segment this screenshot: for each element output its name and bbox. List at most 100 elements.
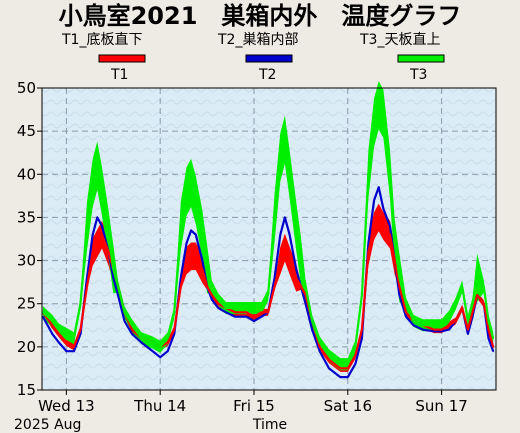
data-point-t1-14 <box>131 328 133 331</box>
x-axis-label: Time <box>252 417 287 433</box>
data-point-t1-54 <box>398 285 401 288</box>
data-point-t1-5 <box>79 328 82 331</box>
y-tick-label-30: 30 <box>17 252 36 270</box>
data-point-t2-30 <box>245 315 248 318</box>
data-point-t1-20 <box>180 285 182 288</box>
data-point-t3-5 <box>79 302 82 305</box>
data-point-t2-63 <box>467 333 469 335</box>
data-point-t1-42 <box>318 346 321 348</box>
data-point-t1-8 <box>96 242 99 245</box>
legend-swatch-t3 <box>397 54 445 63</box>
data-point-t3-24 <box>201 233 204 236</box>
x-tick-label-4: Sun 17 <box>415 397 467 415</box>
data-point-t3-9 <box>101 190 103 193</box>
data-point-t1-24 <box>201 268 204 271</box>
data-point-t1-68 <box>492 346 495 348</box>
data-point-t2-38 <box>295 268 298 271</box>
data-point-t1-2 <box>58 333 60 335</box>
data-point-t1-36 <box>284 246 286 249</box>
data-point-t2-15 <box>140 341 143 344</box>
data-point-t3-47 <box>361 294 363 296</box>
data-point-t1-67 <box>487 328 490 331</box>
chart-title: 小鳥室2021 巣箱内外 温度グラフ <box>59 2 462 30</box>
data-point-t2-36 <box>284 216 286 219</box>
data-point-t3-11 <box>112 268 115 271</box>
data-point-t2-9 <box>101 225 103 227</box>
data-point-t2-54 <box>398 294 401 296</box>
data-point-t1-55 <box>405 311 407 314</box>
data-point-t1-52 <box>389 233 391 236</box>
data-point-t2-13 <box>123 320 126 322</box>
data-point-t2-28 <box>225 311 227 314</box>
data-point-t1-19 <box>173 328 176 331</box>
y-tick-label-15: 15 <box>17 381 36 399</box>
data-point-t3-44 <box>339 363 342 365</box>
data-point-t2-49 <box>373 199 375 201</box>
data-point-t2-24 <box>201 259 204 262</box>
data-point-t2-44 <box>339 376 342 378</box>
data-point-t1-23 <box>195 255 197 258</box>
data-point-t1-45 <box>347 367 349 370</box>
data-point-t1-66 <box>483 302 485 305</box>
data-point-t3-45 <box>347 363 349 365</box>
data-point-t3-50 <box>377 104 380 107</box>
data-point-t3-26 <box>211 285 213 288</box>
data-point-t1-51 <box>382 225 385 227</box>
data-point-t3-42 <box>318 341 321 344</box>
data-point-t1-27 <box>217 302 220 305</box>
data-point-t2-51 <box>382 208 385 210</box>
data-point-t3-62 <box>461 285 464 288</box>
data-point-t3-20 <box>180 225 182 227</box>
data-point-t3-61 <box>454 302 457 305</box>
x-axis: Wed 13 Thu 14 Fri 15 Sat 16 Sun 17 <box>38 390 468 415</box>
data-point-t2-21 <box>185 242 188 245</box>
data-point-t3-65 <box>476 277 479 279</box>
data-point-t3-48 <box>367 173 370 176</box>
y-tick-label-25: 25 <box>17 295 36 313</box>
data-point-t3-57 <box>422 324 424 327</box>
data-point-t1-40 <box>304 294 307 296</box>
data-point-t1-38 <box>295 277 298 279</box>
data-point-t2-34 <box>273 277 276 279</box>
data-point-t2-42 <box>318 350 321 353</box>
grid-lines <box>42 88 496 390</box>
data-point-t2-4 <box>73 350 75 353</box>
data-point-t1-9 <box>101 233 103 236</box>
data-point-t3-3 <box>65 333 68 335</box>
y-tick-label-35: 35 <box>17 208 36 226</box>
data-point-t3-38 <box>295 225 298 227</box>
data-point-t2-22 <box>190 229 192 232</box>
data-point-t3-29 <box>234 307 236 309</box>
data-point-t2-8 <box>96 216 99 219</box>
data-point-t1-7 <box>91 251 94 253</box>
data-point-t1-30 <box>245 311 248 314</box>
legend-name-t3: T3 <box>409 67 427 83</box>
data-point-t3-54 <box>398 277 401 279</box>
data-point-t2-52 <box>389 225 391 227</box>
data-point-t2-12 <box>117 294 119 296</box>
data-point-t3-51 <box>382 113 385 115</box>
legend-name-t1: T1 <box>110 67 128 83</box>
data-point-t3-43 <box>328 354 330 357</box>
data-point-t1-37 <box>288 259 291 262</box>
data-point-t2-59 <box>440 330 443 333</box>
data-point-t3-8 <box>96 164 99 167</box>
data-point-t3-52 <box>389 173 391 176</box>
data-point-t2-32 <box>260 315 263 318</box>
x-tick-label-0: Wed 13 <box>38 397 95 415</box>
data-point-t1-4 <box>73 346 75 348</box>
x-tick-label-1: Thu 14 <box>133 397 186 415</box>
data-point-t2-18 <box>166 350 169 353</box>
data-point-t3-40 <box>304 285 307 288</box>
y-tick-label-45: 45 <box>17 122 36 140</box>
data-point-t2-60 <box>448 328 450 331</box>
data-point-t3-25 <box>206 268 208 271</box>
y-tick-label-50: 50 <box>17 79 36 97</box>
data-point-t3-10 <box>107 233 110 236</box>
data-point-t3-16 <box>151 341 154 344</box>
data-point-t1-26 <box>211 294 213 296</box>
data-point-t1-47 <box>361 328 363 331</box>
data-point-t1-1 <box>51 324 54 327</box>
data-point-t3-58 <box>433 324 435 327</box>
data-point-t1-63 <box>467 328 469 331</box>
